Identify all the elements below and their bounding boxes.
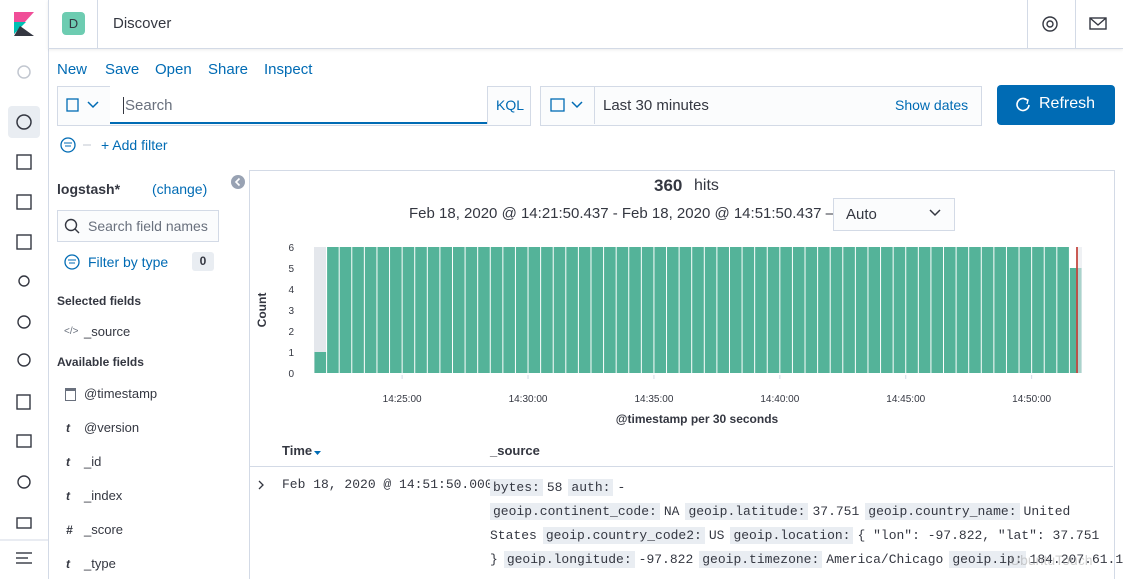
app-badge: D [62, 12, 85, 35]
source-key: geoip.latitude: [685, 503, 809, 520]
field-type: t [66, 557, 70, 571]
hits-range: Feb 18, 2020 @ 14:21:50.437 - Feb 18, 20… [409, 205, 841, 222]
field-name[interactable]: _score [84, 522, 124, 537]
field-name[interactable]: _source [84, 324, 131, 339]
source-value: -97.822 [638, 552, 694, 567]
menu-item[interactable]: Inspect [264, 61, 313, 78]
source-key: geoip.longitude: [503, 551, 635, 568]
menu-item[interactable]: New [57, 61, 88, 78]
page-title: Discover [113, 15, 172, 32]
source-value: United States [490, 504, 1071, 543]
change-index[interactable]: (change) [152, 181, 208, 197]
field-name[interactable]: @version [84, 420, 140, 435]
add-filter[interactable]: + Add filter [101, 137, 168, 153]
saved-query-icon[interactable] [62, 94, 108, 116]
source-key: geoip.country_name: [865, 503, 1020, 520]
source-value: NA [663, 504, 680, 519]
hits-count: 360 [654, 176, 683, 195]
time-range[interactable]: Last 30 minutes [603, 97, 709, 114]
refresh-label[interactable]: Refresh [1039, 95, 1096, 112]
field-icon: </> [64, 326, 79, 337]
source-key: geoip.country_code2: [542, 527, 705, 544]
menu-item[interactable]: Save [105, 61, 140, 78]
source-value: { "lon": -97.822, "lat": 37.751 } [490, 528, 1100, 567]
header-icons[interactable] [1038, 12, 1118, 36]
source-key: geoip.ip: [949, 551, 1026, 568]
field-name[interactable]: @timestamp [84, 386, 158, 401]
row-source: bytes: 58 auth: - geoip.continent_code: NA geo… [490, 476, 1123, 572]
source-key: geoip.location: [730, 527, 854, 544]
header [48, 0, 1123, 49]
source-key: auth: [568, 479, 614, 496]
search-placeholder[interactable]: Search [123, 97, 173, 114]
interval-select[interactable] [833, 198, 955, 231]
index-pattern: logstash* [57, 181, 121, 197]
field-name[interactable]: _type [84, 556, 116, 571]
query-language[interactable]: KQL [496, 97, 525, 113]
source-value: - [617, 480, 626, 495]
interval-value[interactable]: Auto [846, 206, 877, 223]
source-key: bytes: [490, 479, 543, 496]
source-value: 58 [546, 480, 563, 495]
field-name[interactable]: _index [84, 488, 123, 503]
field-type: t [66, 455, 70, 469]
field-search[interactable]: Search field names [57, 210, 219, 242]
filter-by-type[interactable]: Filter by type [88, 254, 169, 270]
column-header: _source [490, 443, 540, 458]
field-type: t [66, 421, 70, 435]
side-nav [0, 0, 49, 579]
hits-label: hits [694, 177, 719, 194]
field-type: t [66, 489, 70, 503]
menu-item[interactable]: Open [155, 61, 192, 78]
field-type-icon [65, 388, 76, 401]
source-value: 184.207.61.121 [1029, 552, 1123, 567]
show-dates[interactable]: Show dates [895, 97, 969, 113]
date-picker[interactable] [540, 86, 982, 126]
source-value: 37.751 [812, 504, 860, 519]
source-key: geoip.continent_code: [490, 503, 660, 520]
menu-item[interactable]: Share [208, 61, 249, 78]
row-time: Feb 18, 2020 @ 14:51:50.000 [282, 477, 493, 492]
results-panel [249, 170, 1115, 579]
field-name[interactable]: _id [84, 454, 102, 469]
field-search-placeholder: Search field names [88, 218, 208, 234]
available-fields-title: Available fields [57, 355, 144, 369]
field-type: # [66, 523, 73, 537]
selected-fields-title: Selected fields [57, 294, 142, 308]
column-header[interactable]: Time [282, 443, 313, 458]
nav-icons [0, 12, 48, 564]
watermark: UbuntuTouch [1010, 552, 1093, 568]
source-value: America/Chicago [826, 552, 944, 567]
filter-count: 0 [192, 252, 214, 271]
source-value: US [708, 528, 725, 543]
source-key: geoip.timezone: [699, 551, 823, 568]
